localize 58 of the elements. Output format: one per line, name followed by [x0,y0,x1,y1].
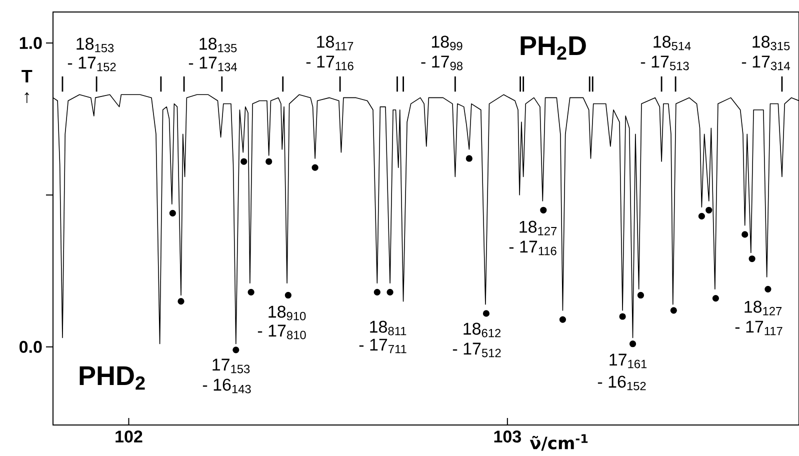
point [712,294,719,302]
point [540,206,547,214]
point [629,340,636,348]
annotation: PH$_{2}$D [520,36,586,60]
annotation: - 17$_{314}$ [742,56,790,70]
y-tick-label: 1.0 [20,36,42,50]
point [178,298,184,305]
point [266,158,272,165]
annotation: PHD$_{2}$ [80,366,145,390]
annotation: 18$_{612}$ [464,322,501,338]
annotation: - 17$_{116}$ [509,240,556,256]
point [619,313,626,320]
annotation: 18$_{127}$ [520,220,557,236]
annotation: - 17$_{152}$ [68,56,116,72]
annotation: 17$_{161}$ [610,354,647,368]
annotation: 18$_{117}$ [317,36,354,50]
annotation: 18$_{811}$ [370,320,406,336]
point [284,292,292,299]
annotation: - 17$_{117}$ [735,320,782,336]
annotation: 17$_{153}$ [212,358,250,374]
x-tick-label: 102 [116,430,142,443]
point [670,307,677,314]
annotation: 18$_{153}$ [76,38,114,52]
point [169,210,176,216]
point [248,288,254,296]
y-tick-label: 0.0 [20,340,42,353]
point [748,255,756,262]
point [232,346,240,354]
point [559,316,566,323]
annotation: 18$_{135}$ [200,38,237,52]
y-axis-title: T ↑ [22,70,32,103]
point [742,231,748,238]
point [482,310,490,317]
point [374,288,380,296]
point [240,158,248,165]
x-axis-title: ν̃/cm$^{-1}$ [530,434,588,451]
point [466,155,472,162]
annotation: - 17$_{711}$ [359,338,406,354]
annotation: - 17$_{134}$ [188,56,237,72]
annotation: - 16$_{143}$ [202,378,251,394]
annotation: - 17$_{810}$ [258,324,306,340]
annotation: - 17$_{513}$ [640,56,689,70]
point [637,292,644,299]
point [706,206,712,214]
annotation: 18$_{99}$ [432,36,462,50]
annotation: - 17$_{512}$ [452,342,501,358]
point [764,286,772,292]
annotation: 18$_{910}$ [268,306,306,320]
annotation: 18$_{127}$ [744,300,782,316]
annotation: - 17$_{98}$ [421,56,463,70]
point [312,164,318,171]
annotation: 18$_{315}$ [752,36,790,50]
x-tick-label: 103 [494,430,521,443]
point [698,212,705,220]
point [386,288,394,296]
annotation: - 16$_{152}$ [598,376,646,390]
annotation: 18$_{514}$ [654,36,691,50]
annotation: - 17$_{116}$ [306,56,354,70]
